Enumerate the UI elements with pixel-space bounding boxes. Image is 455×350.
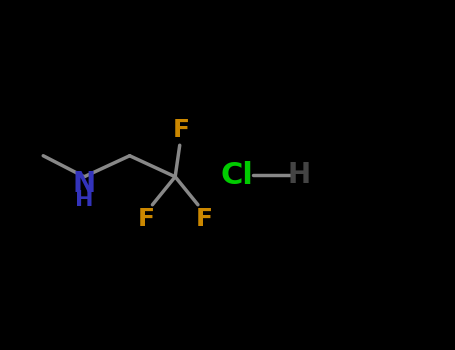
Text: F: F	[138, 207, 155, 231]
Text: H: H	[75, 189, 93, 210]
Text: N: N	[73, 170, 96, 198]
Text: H: H	[288, 161, 311, 189]
Text: F: F	[172, 118, 190, 142]
Text: F: F	[195, 207, 212, 231]
Text: Cl: Cl	[220, 161, 253, 189]
